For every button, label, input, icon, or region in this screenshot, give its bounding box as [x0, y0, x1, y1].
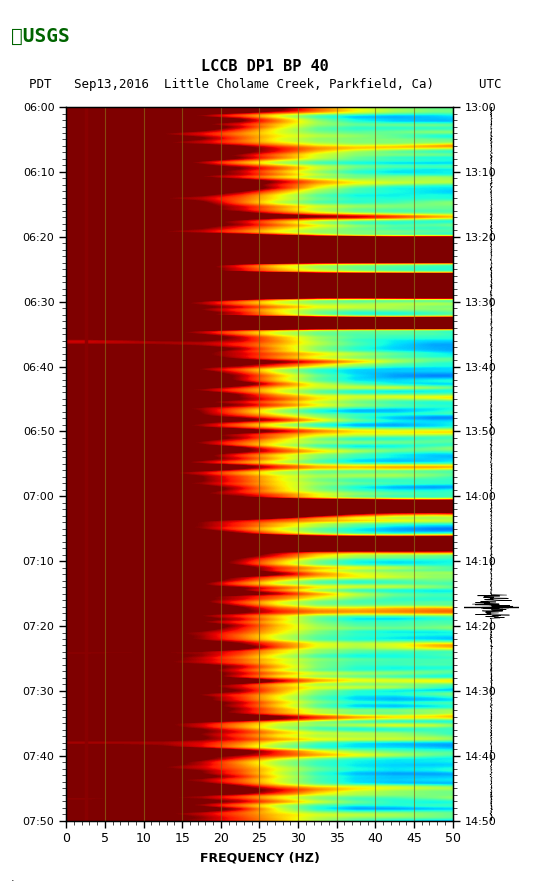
- X-axis label: FREQUENCY (HZ): FREQUENCY (HZ): [199, 851, 320, 864]
- Text: LCCB DP1 BP 40: LCCB DP1 BP 40: [201, 60, 329, 74]
- Text: ⊿USGS: ⊿USGS: [11, 27, 70, 45]
- Text: PDT   Sep13,2016  Little Cholame Creek, Parkfield, Ca)      UTC: PDT Sep13,2016 Little Cholame Creek, Par…: [29, 78, 501, 91]
- Text: .: .: [11, 873, 15, 883]
